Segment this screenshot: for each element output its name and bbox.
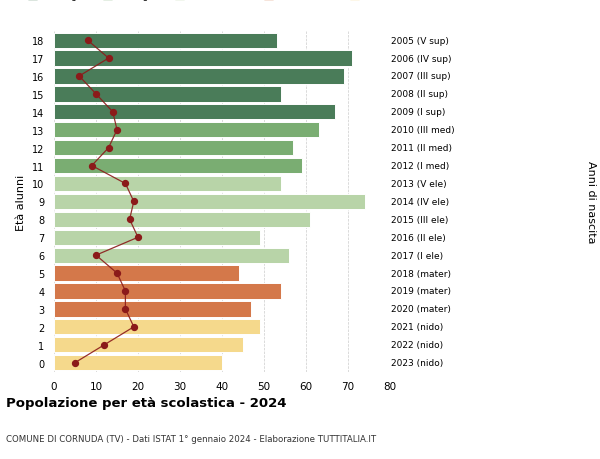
Text: Anni di nascita: Anni di nascita [586,161,596,243]
Point [91,252,101,259]
Text: 2006 (IV sup): 2006 (IV sup) [391,55,451,63]
Point [100,341,109,349]
Point [83,37,92,45]
Bar [54,284,281,299]
Point [121,306,130,313]
Bar [54,319,260,335]
Bar [54,123,319,138]
Point [74,73,84,80]
Point [91,91,101,98]
Point [129,198,139,206]
Point [125,216,134,224]
Text: 2007 (III sup): 2007 (III sup) [391,73,450,81]
Bar [54,87,281,102]
Text: 2005 (V sup): 2005 (V sup) [391,37,448,45]
Text: 2011 (II med): 2011 (II med) [391,144,452,153]
Point [121,180,130,188]
Bar [54,230,260,245]
Text: COMUNE DI CORNUDA (TV) - Dati ISTAT 1° gennaio 2024 - Elaborazione TUTTITALIA.IT: COMUNE DI CORNUDA (TV) - Dati ISTAT 1° g… [6,434,376,442]
Text: 2019 (mater): 2019 (mater) [391,287,451,296]
Bar [54,69,344,84]
Point [121,288,130,295]
Text: 2009 (I sup): 2009 (I sup) [391,108,445,117]
Text: 2010 (III med): 2010 (III med) [391,126,454,135]
Point [87,162,97,170]
Text: 2022 (nido): 2022 (nido) [391,341,443,349]
Point [112,127,122,134]
Text: 2021 (nido): 2021 (nido) [391,323,443,331]
Point [104,55,113,62]
Text: 2015 (III ele): 2015 (III ele) [391,215,448,224]
Bar [54,266,239,281]
Text: 2013 (V ele): 2013 (V ele) [391,179,446,189]
Bar [54,105,335,120]
Text: 2017 (I ele): 2017 (I ele) [391,251,443,260]
Point [133,234,143,241]
Point [108,109,118,116]
Point [70,359,80,367]
Text: Popolazione per età scolastica - 2024: Popolazione per età scolastica - 2024 [6,396,287,409]
Bar [54,212,310,227]
Bar [54,34,277,49]
Bar [54,159,302,174]
Y-axis label: Età alunni: Età alunni [16,174,26,230]
Bar [54,248,289,263]
Text: 2014 (IV ele): 2014 (IV ele) [391,197,449,207]
Legend: Sec. II grado, Sec. I grado, Scuola Primaria, Scuola Infanzia, Asilo Nido, Stran: Sec. II grado, Sec. I grado, Scuola Prim… [28,0,465,1]
Point [104,145,113,152]
Bar [54,141,293,156]
Bar [54,337,243,353]
Text: 2012 (I med): 2012 (I med) [391,162,449,171]
Bar [54,194,365,210]
Bar [54,302,251,317]
Point [112,270,122,277]
Text: 2023 (nido): 2023 (nido) [391,358,443,367]
Bar [54,51,352,67]
Text: 2016 (II ele): 2016 (II ele) [391,233,445,242]
Text: 2020 (mater): 2020 (mater) [391,305,451,313]
Text: 2018 (mater): 2018 (mater) [391,269,451,278]
Bar [54,355,222,370]
Bar [54,176,281,192]
Point [129,324,139,331]
Text: 2008 (II sup): 2008 (II sup) [391,90,448,99]
